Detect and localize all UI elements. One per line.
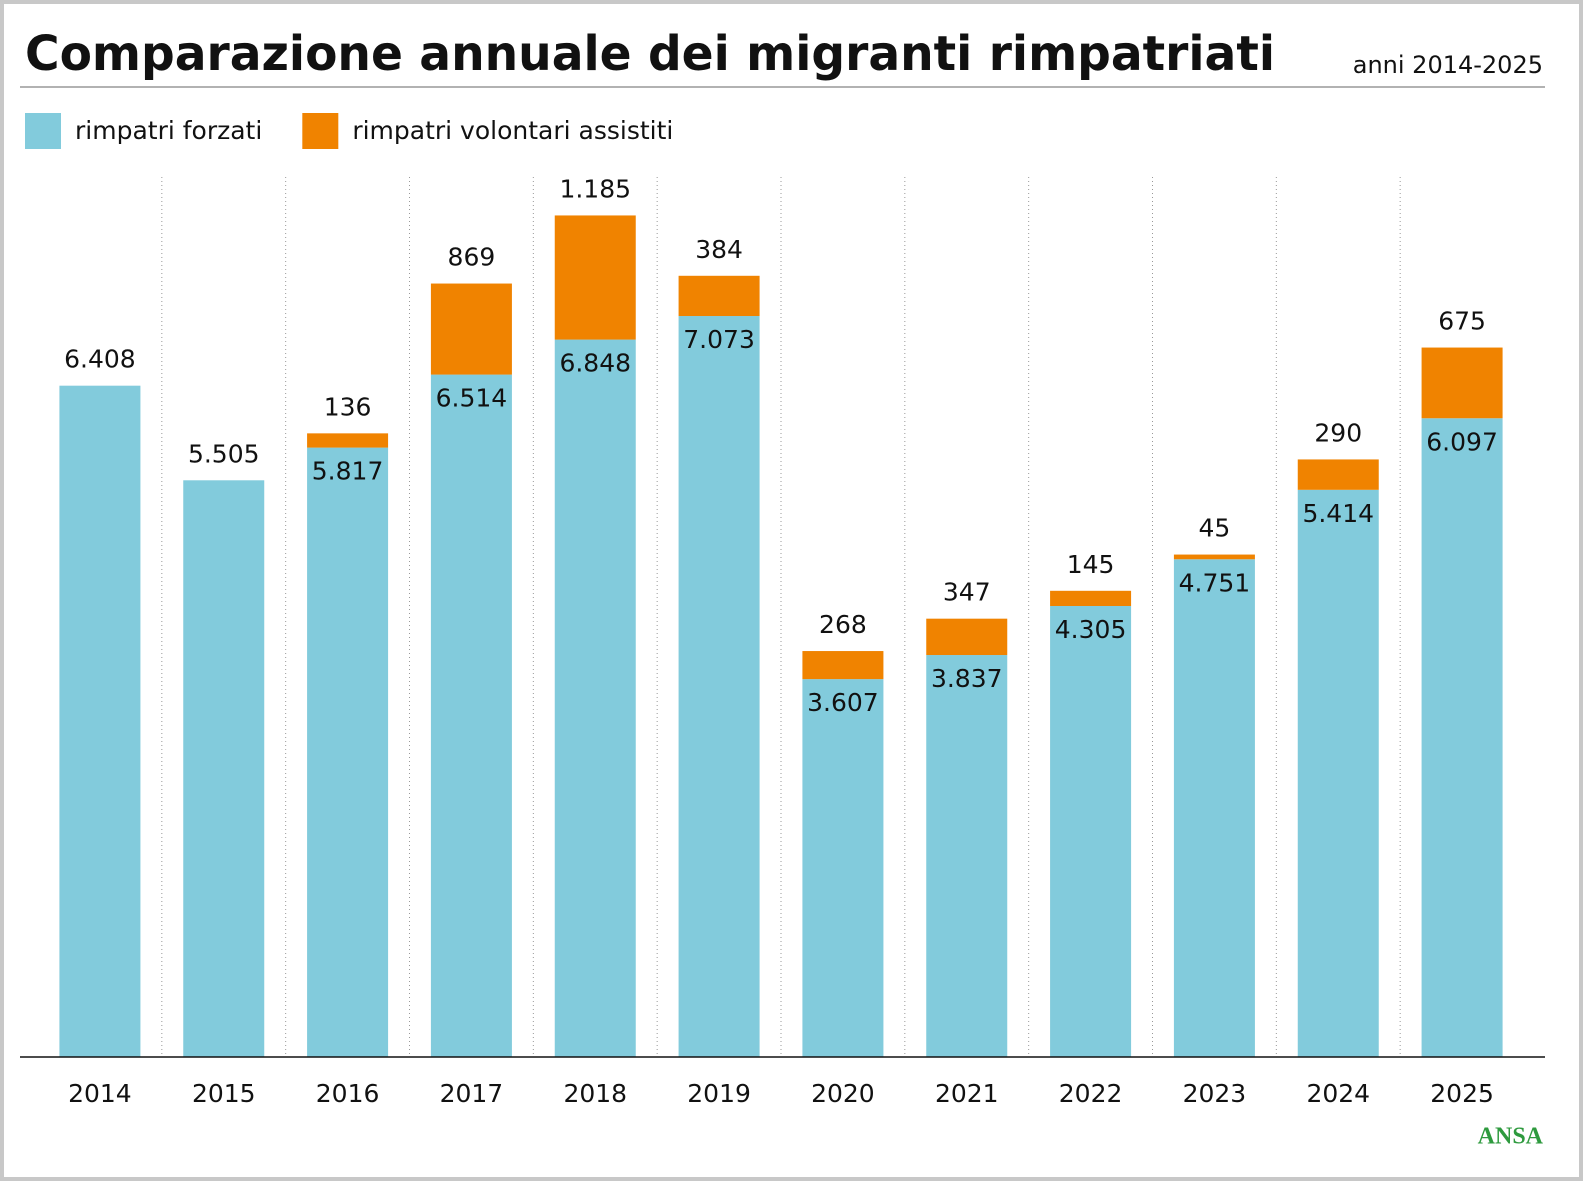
value-label: 290 [1314, 418, 1362, 447]
value-label: 1.185 [559, 174, 631, 203]
bar-segment [926, 655, 1008, 1057]
x-tick-label: 2019 [687, 1079, 751, 1108]
x-tick-label: 2023 [1183, 1079, 1247, 1108]
value-label: 136 [324, 392, 372, 421]
bar-segment [554, 339, 636, 1058]
bar-segment [802, 679, 884, 1057]
bar-segment [678, 275, 760, 317]
bar-segment [678, 316, 760, 1057]
bar-segment [1050, 606, 1132, 1057]
value-label: 869 [448, 243, 496, 272]
value-label: 6.097 [1426, 427, 1498, 456]
value-label: 3.607 [807, 688, 879, 717]
legend-label: rimpatri forzati [75, 116, 262, 145]
bar-segment [59, 385, 141, 1058]
source: ANSA [1478, 1124, 1544, 1150]
chart-subtitle: anni 2014-2025 [1353, 51, 1543, 79]
x-tick-label: 2014 [68, 1079, 132, 1108]
value-label: 145 [1067, 550, 1115, 579]
bar-segment [1297, 459, 1379, 490]
value-label: 3.837 [931, 664, 1003, 693]
value-label: 384 [695, 235, 743, 264]
value-label: 4.305 [1055, 615, 1127, 644]
legend-label: rimpatri volontari assistiti [352, 116, 673, 145]
value-label: 4.751 [1179, 568, 1251, 597]
value-label: 45 [1199, 514, 1231, 543]
x-tick-label: 2015 [192, 1079, 256, 1108]
bar-segment [1297, 489, 1379, 1057]
x-tick-label: 2017 [440, 1079, 504, 1108]
x-tick-label: 2024 [1306, 1079, 1370, 1108]
bar-segment [554, 215, 636, 340]
legend-swatch [25, 113, 61, 149]
bar-segment [430, 374, 512, 1058]
bar-segment [926, 618, 1008, 656]
bar-segment [1050, 590, 1132, 606]
bar-segment [307, 433, 389, 448]
value-label: 347 [943, 578, 991, 607]
bar-segment [183, 480, 265, 1057]
x-tick-label: 2025 [1430, 1079, 1494, 1108]
value-label: 5.505 [188, 439, 260, 468]
bar-segment [1173, 554, 1255, 560]
bar-segment [802, 651, 884, 680]
value-label: 7.073 [683, 325, 755, 354]
value-label: 268 [819, 610, 867, 639]
bar-segment [430, 283, 512, 375]
x-tick-label: 2022 [1059, 1079, 1123, 1108]
value-label: 675 [1438, 307, 1486, 336]
x-tick-label: 2021 [935, 1079, 999, 1108]
legend-swatch [302, 113, 339, 149]
value-label: 6.514 [436, 384, 508, 413]
x-tick-label: 2018 [563, 1079, 627, 1108]
value-label: 6.408 [64, 345, 136, 374]
value-label: 5.817 [312, 457, 384, 486]
value-label: 5.414 [1302, 499, 1374, 528]
bar-segment [1173, 559, 1255, 1057]
x-tick-label: 2020 [811, 1079, 875, 1108]
x-tick-label: 2016 [316, 1079, 380, 1108]
bar-segment [1421, 347, 1503, 419]
bar-segment [307, 447, 389, 1058]
chart-title: Comparazione annuale dei migranti rimpat… [25, 26, 1275, 82]
value-label: 6.848 [559, 349, 631, 378]
bar-segment [1421, 418, 1503, 1057]
